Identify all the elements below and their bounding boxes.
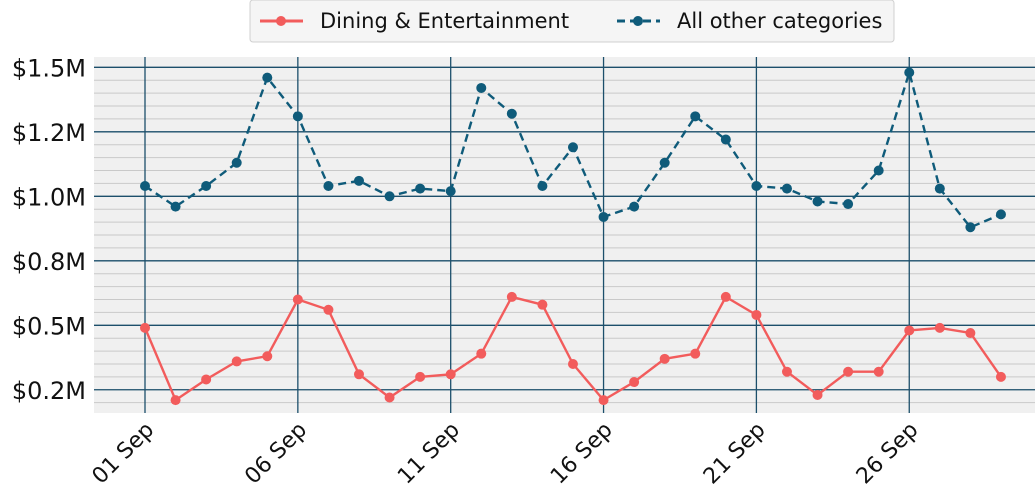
data-point — [843, 199, 854, 210]
x-tick-label: 21 Sep — [699, 418, 771, 490]
data-point — [781, 366, 792, 377]
x-tick-label: 06 Sep — [240, 418, 312, 490]
data-point — [965, 222, 976, 233]
data-point — [751, 180, 762, 191]
y-tick-label: $1.2M — [12, 119, 86, 147]
legend-label-dining: Dining & Entertainment — [320, 9, 569, 33]
data-point — [231, 157, 242, 168]
x-tick-label: 16 Sep — [546, 418, 618, 490]
data-point — [904, 325, 915, 336]
data-point — [262, 351, 273, 362]
data-point — [140, 322, 150, 333]
y-tick-label: $0.2M — [12, 377, 86, 405]
data-point — [506, 291, 517, 302]
data-point — [292, 294, 303, 305]
data-point — [598, 395, 609, 406]
data-point — [781, 183, 792, 194]
data-point — [353, 369, 364, 380]
data-point — [231, 356, 242, 367]
data-point — [812, 389, 823, 400]
y-tick-label: $1.5M — [12, 54, 86, 82]
data-point — [629, 377, 640, 388]
data-point — [506, 108, 517, 119]
x-tick-label: 26 Sep — [852, 418, 924, 490]
data-point — [598, 211, 609, 222]
data-point — [567, 142, 578, 153]
data-point — [537, 299, 548, 310]
data-point — [415, 371, 426, 382]
data-point — [873, 366, 884, 377]
data-point — [751, 309, 762, 320]
data-point — [384, 392, 395, 403]
data-point — [415, 183, 426, 194]
x-tick-label: 11 Sep — [393, 418, 465, 490]
data-point — [629, 201, 640, 212]
data-point — [292, 111, 303, 122]
data-point — [995, 209, 1006, 220]
x-axis-ticks: 01 Sep 06 Sep 11 Sep 16 Sep 21 Sep 26 Sep — [88, 418, 924, 490]
data-point — [934, 322, 945, 333]
y-tick-label: $0.5M — [12, 312, 86, 340]
data-point — [873, 165, 884, 176]
y-axis-ticks: $0.2M $0.5M $0.8M $1.0M $1.2M $1.5M — [12, 54, 86, 404]
data-point — [201, 374, 212, 385]
data-point — [720, 291, 731, 302]
data-point — [934, 183, 945, 194]
data-point — [904, 67, 915, 78]
data-point — [170, 201, 181, 212]
data-point — [445, 369, 456, 380]
data-point — [659, 353, 670, 364]
data-point — [323, 180, 334, 191]
data-point — [995, 371, 1006, 382]
data-point — [720, 134, 731, 145]
data-point — [843, 366, 854, 377]
data-point — [262, 72, 273, 83]
series-layer — [140, 67, 1006, 406]
legend-marker-dining — [276, 16, 286, 26]
data-point — [353, 175, 364, 186]
data-point — [690, 111, 701, 122]
data-point — [201, 180, 212, 191]
legend: Dining & Entertainment All other categor… — [249, 0, 895, 43]
data-point — [567, 358, 578, 369]
data-point — [445, 186, 456, 197]
data-point — [690, 348, 701, 359]
data-point — [965, 328, 976, 339]
data-point — [476, 82, 487, 93]
legend-box — [249, 0, 895, 43]
data-point — [140, 180, 150, 191]
y-tick-label: $1.0M — [12, 183, 86, 211]
data-point — [659, 157, 670, 168]
data-point — [384, 191, 395, 202]
major-gridlines — [94, 57, 1035, 413]
data-point — [323, 304, 334, 315]
series-1 — [140, 67, 1006, 233]
series-0 — [140, 291, 1006, 406]
data-point — [537, 180, 548, 191]
y-tick-label: $0.8M — [12, 248, 86, 276]
data-point — [476, 348, 487, 359]
legend-marker-other — [633, 16, 643, 26]
legend-label-other: All other categories — [677, 9, 882, 33]
data-point — [170, 395, 181, 406]
x-tick-label: 01 Sep — [88, 418, 160, 490]
data-point — [812, 196, 823, 207]
